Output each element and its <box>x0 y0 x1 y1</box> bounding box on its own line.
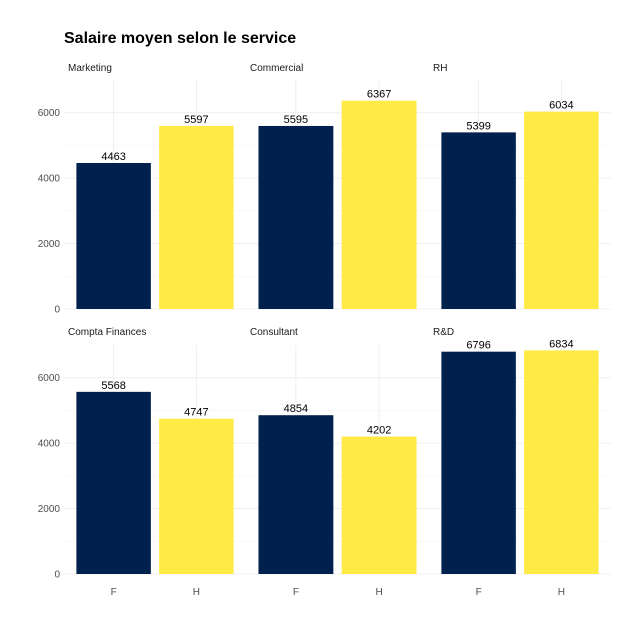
data-label-compta-finances-h: 4747 <box>184 407 208 419</box>
bar-compta-finances-f <box>76 391 151 574</box>
bar-rh-f <box>441 132 516 309</box>
data-label-marketing-h: 5597 <box>184 114 208 126</box>
bar-commercial-h <box>341 100 417 309</box>
bar-r-d-h <box>524 350 599 574</box>
panel-strip-label-r-d: R&D <box>433 327 454 338</box>
data-label-r-d-f: 6796 <box>466 340 490 352</box>
data-label-marketing-f: 4463 <box>101 151 125 163</box>
y-tick-label: 6000 <box>38 373 61 384</box>
data-label-commercial-f: 5595 <box>284 114 308 126</box>
panel-strip-label-consultant: Consultant <box>250 327 298 338</box>
data-label-commercial-h: 6367 <box>367 89 391 101</box>
bar-marketing-f <box>76 162 151 309</box>
data-label-rh-h: 6034 <box>549 100 573 112</box>
bar-r-d-f <box>441 351 516 574</box>
bar-marketing-h <box>159 125 234 310</box>
x-tick-label: H <box>193 587 200 598</box>
bar-commercial-f <box>258 125 334 310</box>
panel-strip-label-compta-finances: Compta Finances <box>68 327 146 338</box>
x-tick-label: H <box>375 587 382 598</box>
x-tick-label: H <box>558 587 565 598</box>
bar-rh-h <box>524 111 599 310</box>
data-label-r-d-h: 6834 <box>549 338 573 350</box>
y-tick-label: 4000 <box>38 439 61 450</box>
bar-consultant-f <box>258 415 334 574</box>
chart-title: Salaire moyen selon le service <box>64 30 296 47</box>
y-tick-label: 0 <box>54 305 60 316</box>
x-tick-label: F <box>476 587 482 598</box>
y-tick-label: 4000 <box>38 174 61 185</box>
data-label-rh-f: 5399 <box>466 120 490 132</box>
panel-strip-label-rh: RH <box>433 63 447 74</box>
plot-area: Marketing 0 2000 4000 6000 4463 5597 Commercial… <box>38 63 611 598</box>
panel-strip-label-marketing: Marketing <box>68 63 112 74</box>
data-label-compta-finances-f: 5568 <box>101 380 125 392</box>
bar-consultant-h <box>341 436 417 574</box>
y-tick-label: 0 <box>54 570 60 581</box>
y-tick-label: 2000 <box>38 504 61 515</box>
x-tick-label: F <box>293 587 299 598</box>
data-label-consultant-f: 4854 <box>284 403 308 415</box>
data-label-consultant-h: 4202 <box>367 425 391 437</box>
y-tick-label: 2000 <box>38 239 61 250</box>
bar-compta-finances-h <box>159 418 234 574</box>
y-tick-label: 6000 <box>38 108 61 119</box>
panel-strip-label-commercial: Commercial <box>250 63 303 74</box>
x-tick-label: F <box>111 587 117 598</box>
